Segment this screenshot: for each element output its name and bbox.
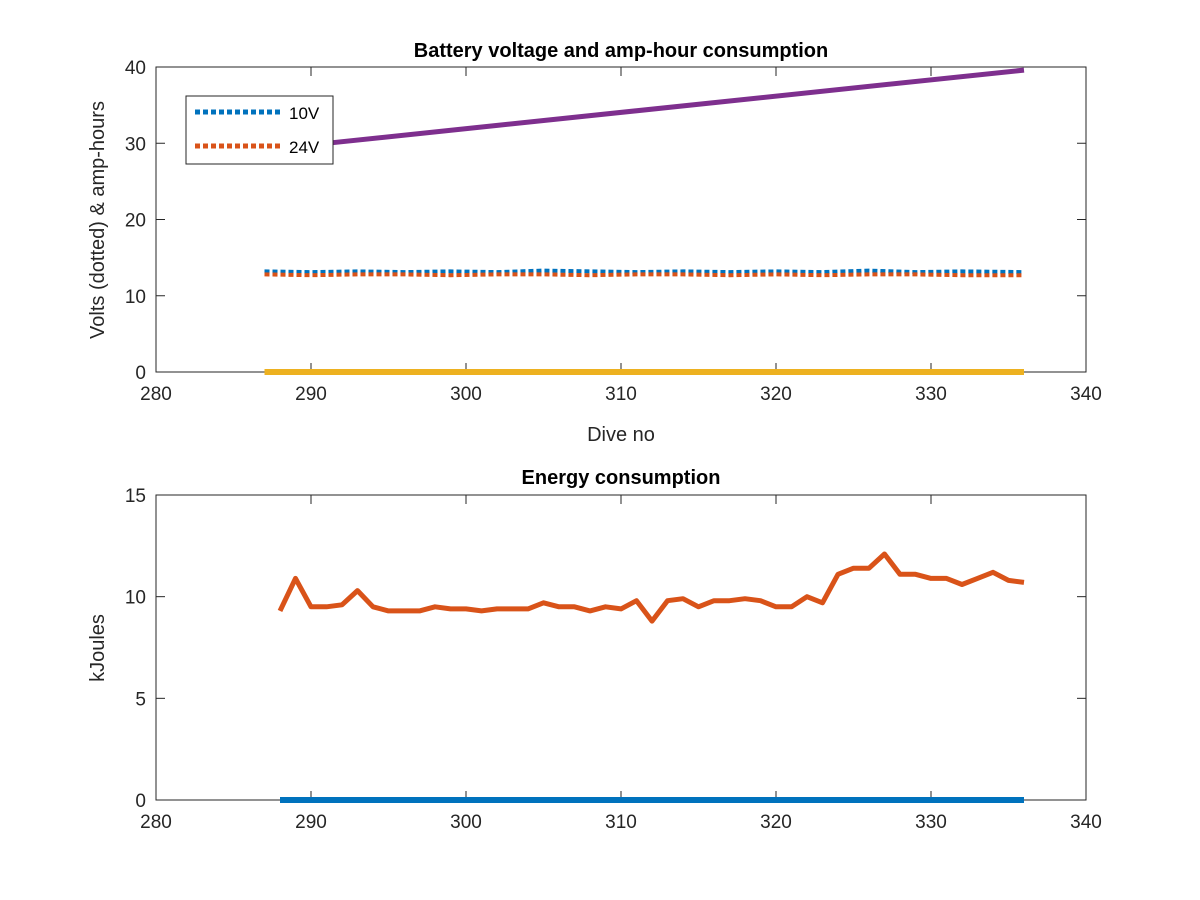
energy-x-tick-label: 320 xyxy=(760,812,792,833)
energy-series-group xyxy=(277,551,1025,803)
voltage-y-tick-label: 0 xyxy=(135,363,146,384)
voltage-x-tick-label: 300 xyxy=(450,384,482,405)
energy-x-tick-label: 300 xyxy=(450,812,482,833)
legend-box xyxy=(185,95,334,165)
legend-label-10v: 10V xyxy=(289,104,320,123)
energy-axes: 280 290 300 310 320 330 340 0 5 10 15 xyxy=(125,486,1102,833)
energy-x-tick-label: 340 xyxy=(1070,812,1102,833)
voltage-x-tick-label: 290 xyxy=(295,384,327,405)
legend: 10V 24V xyxy=(185,95,334,165)
energy-y-tick-label: 10 xyxy=(125,588,146,609)
voltage-x-tick-label: 280 xyxy=(140,384,172,405)
voltage-x-tick-label: 310 xyxy=(605,384,637,405)
voltage-y-tick-label: 20 xyxy=(125,211,146,232)
energy-x-tick-label: 280 xyxy=(140,812,172,833)
legend-label-24v: 24V xyxy=(289,138,320,157)
energy-subplot: 280 290 300 310 320 330 340 0 5 10 15 Energy consu… xyxy=(87,467,1102,833)
energy-y-tick-label: 15 xyxy=(125,486,146,507)
voltage-series-group xyxy=(264,67,1025,375)
voltage-series-line-0 xyxy=(264,268,1025,275)
voltage-x-tick-label: 320 xyxy=(760,384,792,405)
voltage-x-tick-label: 340 xyxy=(1070,384,1102,405)
energy-y-axis-label: kJoules xyxy=(87,614,109,682)
voltage-y-axis-label: Volts (dotted) & amp-hours xyxy=(87,101,109,339)
voltage-subplot: 280 290 300 310 320 330 340 0 10 20 30 40 Battery v… xyxy=(87,40,1102,446)
energy-chart-title: Energy consumption xyxy=(522,467,721,489)
voltage-chart-title: Battery voltage and amp-hour consumption xyxy=(414,40,828,62)
voltage-x-tick-label: 330 xyxy=(915,384,947,405)
energy-plot-area xyxy=(155,494,1087,801)
energy-x-tick-label: 290 xyxy=(295,812,327,833)
energy-y-tick-label: 0 xyxy=(135,791,146,812)
voltage-x-axis-label: Dive no xyxy=(587,424,655,446)
voltage-y-tick-label: 30 xyxy=(125,134,146,155)
energy-y-tick-label: 5 xyxy=(135,689,146,710)
voltage-series-line-3 xyxy=(326,67,1025,146)
voltage-series-line-1 xyxy=(264,272,1024,278)
energy-x-tick-label: 330 xyxy=(915,812,947,833)
voltage-y-tick-label: 10 xyxy=(125,287,146,308)
energy-x-tick-label: 310 xyxy=(605,812,637,833)
voltage-y-tick-label: 40 xyxy=(125,58,146,79)
energy-series-line-0 xyxy=(277,551,1025,624)
